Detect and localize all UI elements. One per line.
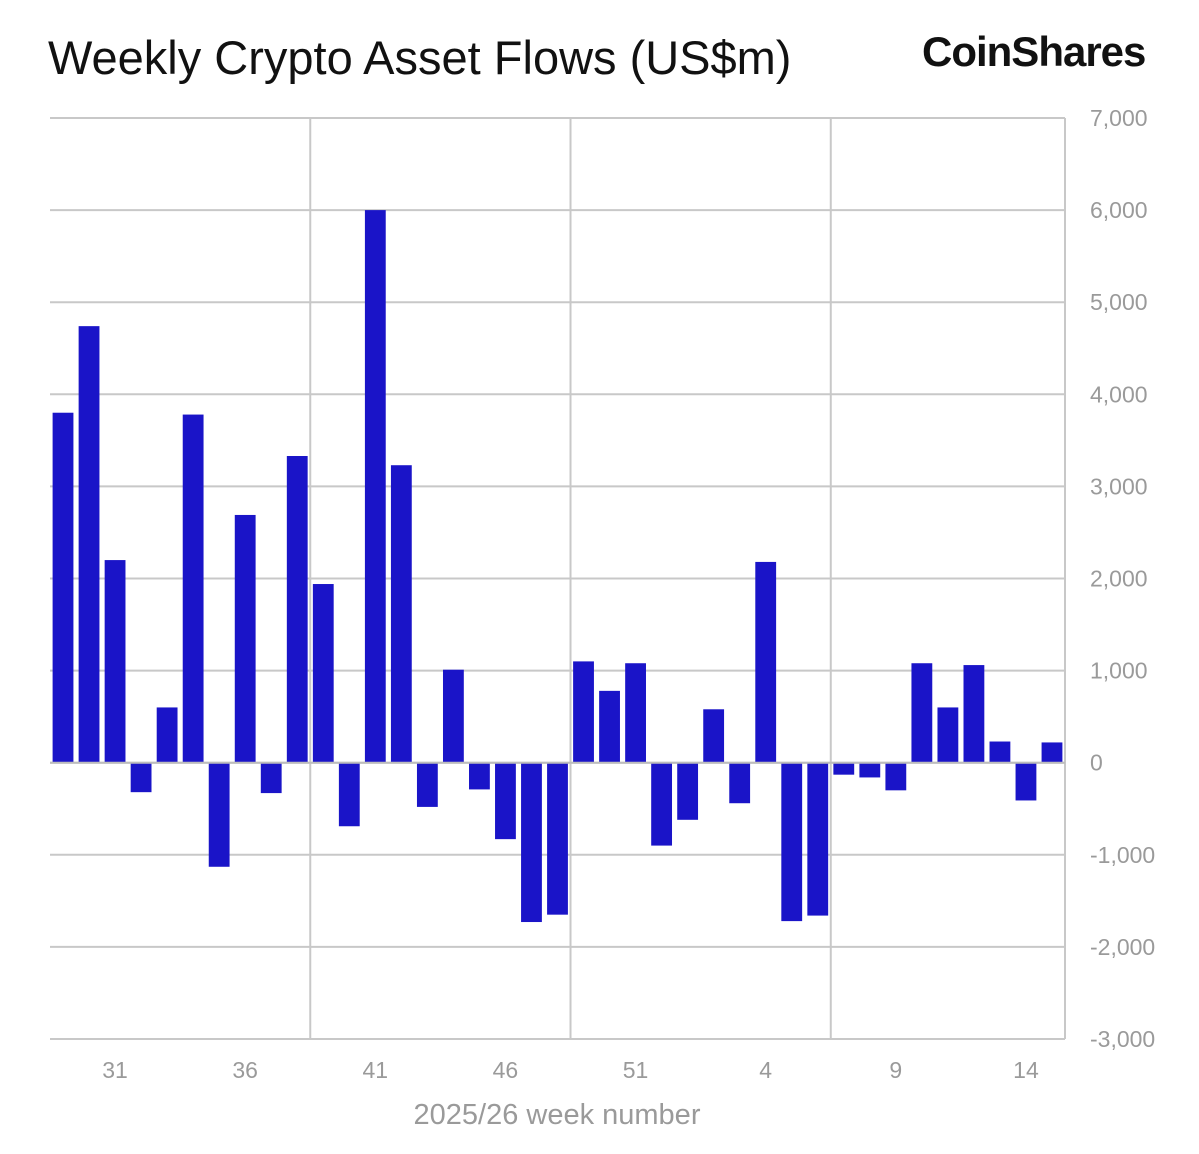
y-axis-tick-labels: 7,000 6,000 5,000 4,000 3,000 2,000 1,000 0 -1,0… bbox=[1090, 105, 1155, 1052]
x-tick-label: 4 bbox=[759, 1057, 772, 1083]
y-tick-label: 4,000 bbox=[1090, 381, 1148, 407]
bar-week-48 bbox=[547, 762, 568, 915]
x-tick-label: 14 bbox=[1013, 1057, 1039, 1083]
bar-week-13 bbox=[989, 741, 1011, 763]
y-tick-label: -2,000 bbox=[1090, 934, 1155, 960]
bar-week-37 bbox=[260, 762, 282, 794]
bar-week-43 bbox=[416, 762, 438, 807]
chart-title: Weekly Crypto Asset Flows (US$m) bbox=[48, 31, 792, 84]
y-tick-label: 6,000 bbox=[1090, 197, 1148, 223]
bar-week-38 bbox=[286, 456, 308, 763]
bar-week-4 bbox=[755, 561, 777, 763]
x-tick-label: 36 bbox=[232, 1057, 258, 1083]
y-tick-label: 1,000 bbox=[1090, 658, 1148, 684]
bar-week-10 bbox=[911, 663, 933, 763]
y-tick-label: -3,000 bbox=[1090, 1026, 1155, 1052]
bar-week-49 bbox=[573, 661, 594, 763]
x-tick-label: 51 bbox=[623, 1057, 649, 1083]
bar-week-29 bbox=[52, 412, 74, 763]
x-tick-label: 31 bbox=[102, 1057, 128, 1083]
bar-week-34 bbox=[182, 414, 204, 763]
bar-week-50 bbox=[599, 690, 620, 763]
bar-week-7 bbox=[833, 762, 855, 775]
x-tick-label: 9 bbox=[889, 1057, 902, 1083]
bar-week-31 bbox=[104, 560, 126, 763]
bar-week-45 bbox=[469, 762, 490, 790]
x-tick-label: 41 bbox=[363, 1057, 389, 1083]
bar-series bbox=[50, 210, 1065, 923]
bar-week-51 bbox=[625, 663, 646, 763]
brand-logo: CoinShares bbox=[922, 28, 1146, 75]
x-tick-label: 46 bbox=[493, 1057, 519, 1083]
bar-week-33 bbox=[156, 707, 178, 763]
bar-week-9 bbox=[885, 762, 907, 791]
bar-week-6 bbox=[807, 762, 829, 916]
bar-week-3 bbox=[729, 762, 751, 804]
y-tick-label: 2,000 bbox=[1090, 566, 1148, 592]
bar-week-42 bbox=[390, 465, 412, 763]
y-tick-label: -1,000 bbox=[1090, 842, 1155, 868]
y-tick-label: 3,000 bbox=[1090, 473, 1148, 499]
bar-week-47 bbox=[521, 762, 542, 923]
bar-week-1 bbox=[677, 762, 699, 820]
x-axis-tick-labels: 31 36 41 46 51 4 9 14 bbox=[102, 1057, 1039, 1083]
y-tick-label: 0 bbox=[1090, 750, 1103, 776]
y-tick-label: 7,000 bbox=[1090, 105, 1148, 131]
y-tick-label: 5,000 bbox=[1090, 289, 1148, 315]
bar-week-36 bbox=[234, 514, 256, 763]
bar-week-14 bbox=[1015, 762, 1037, 801]
bar-week-8 bbox=[859, 762, 881, 778]
x-axis-title: 2025/26 week number bbox=[414, 1099, 701, 1131]
bar-week-52 bbox=[651, 762, 673, 846]
bar-week-12 bbox=[963, 665, 985, 763]
bar-week-2 bbox=[703, 709, 725, 763]
bar-week-5 bbox=[781, 762, 803, 922]
bar-week-15 bbox=[1041, 742, 1063, 763]
bar-week-30 bbox=[78, 326, 100, 763]
bar-week-35 bbox=[208, 762, 230, 867]
bar-week-32 bbox=[130, 762, 152, 793]
bar-week-40 bbox=[338, 762, 360, 827]
bar-week-44 bbox=[442, 669, 464, 763]
bar-week-46 bbox=[495, 762, 516, 840]
bar-week-39 bbox=[312, 584, 334, 763]
bar-week-41 bbox=[364, 210, 386, 763]
vertical-gridlines bbox=[309, 118, 1066, 1039]
bar-week-11 bbox=[937, 707, 959, 763]
